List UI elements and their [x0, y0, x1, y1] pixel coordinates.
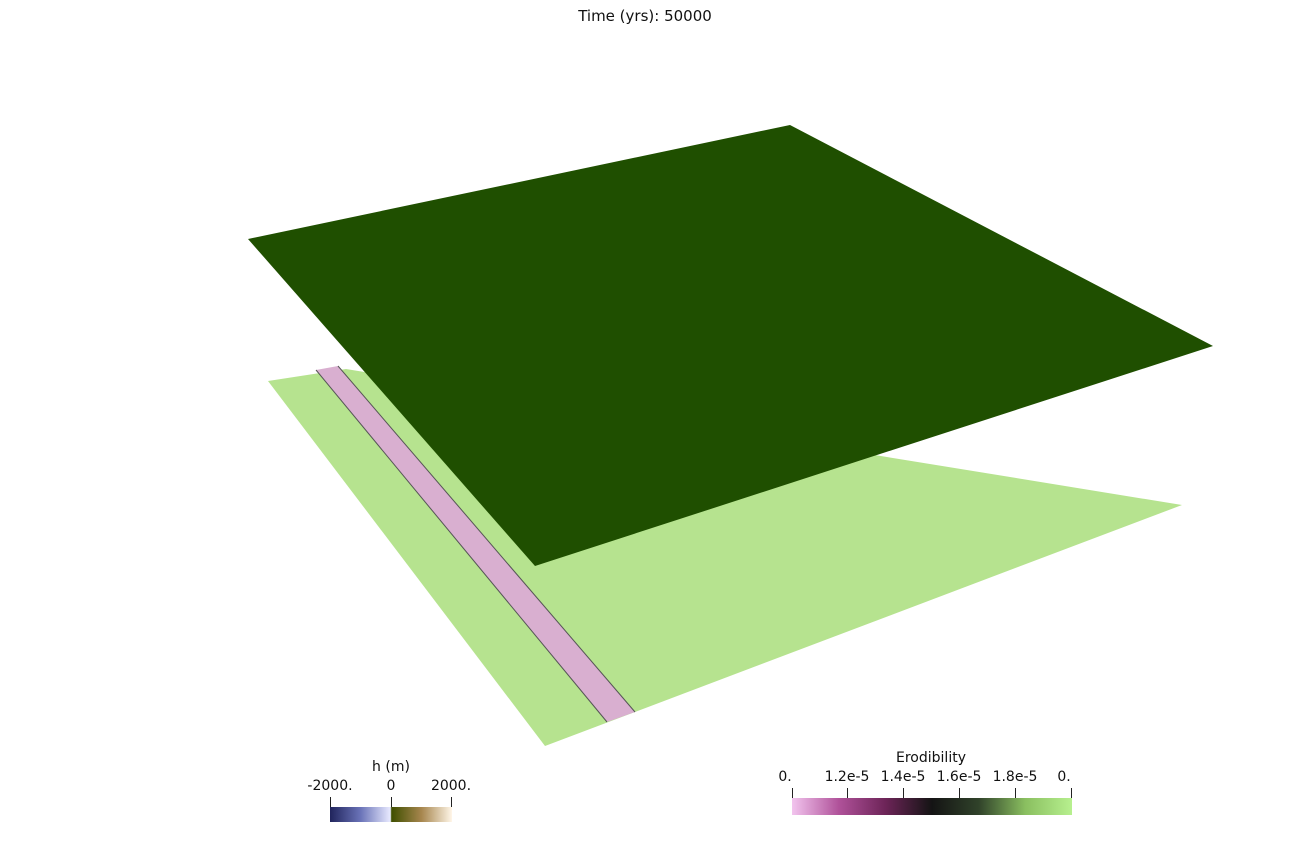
upper-elevation-surface	[248, 125, 1213, 566]
erodibility-tick-mark	[1015, 788, 1016, 798]
erodibility-tick-label: 1.8e-5	[992, 769, 1038, 785]
strip-edge-right	[337, 365, 636, 713]
erodibility-tick-mark	[1071, 788, 1072, 798]
h-tick-label: 2000.	[430, 778, 472, 794]
h-tick-mark	[391, 797, 392, 807]
erodibility-tick-label: 1.2e-5	[824, 769, 870, 785]
h-tick-mark	[330, 797, 331, 807]
erodibility-tick-mark	[959, 788, 960, 798]
h-colorbar-title: h (m)	[372, 759, 410, 775]
erodibility-tick-mark	[847, 788, 848, 798]
erodibility-tick-label: 0.	[778, 769, 792, 785]
time-title: Time (yrs): 50000	[578, 7, 712, 25]
erodibility-colorbar	[792, 798, 1072, 815]
strip-edge-left	[315, 369, 608, 723]
erodibility-tick-label: 1.6e-5	[936, 769, 982, 785]
erodibility-tick-mark	[903, 788, 904, 798]
erodibility-tick-mark	[792, 788, 793, 798]
h-tick-label: 0	[386, 778, 396, 794]
h-tick-mark	[451, 797, 452, 807]
erodibility-tick-label: 1.4e-5	[880, 769, 926, 785]
erodibility-colorbar-title: Erodibility	[896, 750, 966, 766]
erodibility-tick-label: 0.	[1057, 769, 1071, 785]
h-colorbar	[330, 807, 452, 822]
h-tick-label: -2000.	[307, 778, 353, 794]
low-erodibility-strip	[316, 366, 635, 722]
